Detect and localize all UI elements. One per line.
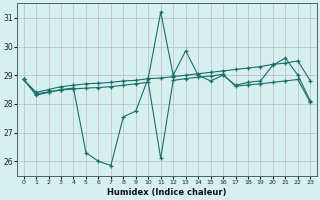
- X-axis label: Humidex (Indice chaleur): Humidex (Indice chaleur): [107, 188, 227, 197]
